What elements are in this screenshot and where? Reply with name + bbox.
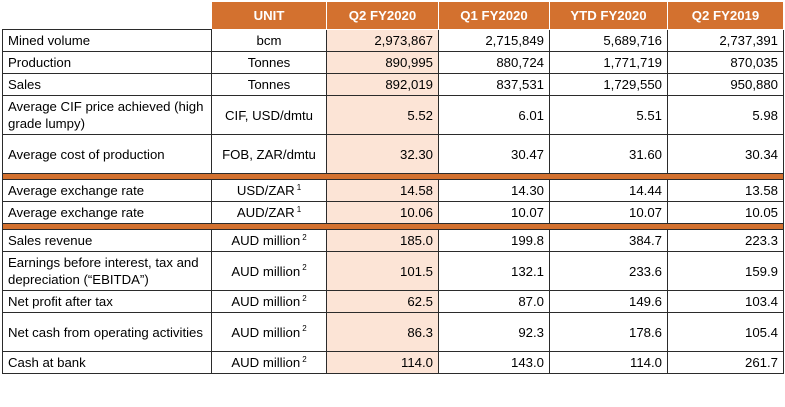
table-row: Sales revenue AUD million 2 185.0 199.8 3… [2,229,784,252]
cell-q2-fy2020: 2,973,867 [326,29,439,52]
cell-q2-fy2019: 5.98 [667,95,784,135]
header-q2-fy2020: Q2 FY2020 [326,1,439,30]
cell-q2-fy2019: 223.3 [667,229,784,252]
cell-q2-fy2020: 10.06 [326,201,439,224]
footnote-marker: 2 [302,263,307,273]
row-label: Average exchange rate [2,201,212,224]
cell-q1-fy2020: 199.8 [438,229,550,252]
header-ytd-fy2020: YTD FY2020 [549,1,668,30]
header-unit: UNIT [211,1,327,30]
row-unit: AUD million 2 [211,312,327,352]
cell-q2-fy2020: 890,995 [326,51,439,74]
table-row: Net cash from operating activities AUD m… [2,312,784,352]
cell-q1-fy2020: 6.01 [438,95,550,135]
row-unit: AUD million 2 [211,251,327,291]
cell-q2-fy2020: 114.0 [326,351,439,374]
table-row: Sales Tonnes 892,019 837,531 1,729,550 9… [2,73,784,96]
row-label: Cash at bank [2,351,212,374]
cell-ytd-fy2020: 5.51 [549,95,668,135]
cell-q2-fy2020: 892,019 [326,73,439,96]
row-unit: AUD million 2 [211,351,327,374]
header-blank [2,1,212,30]
cell-q2-fy2019: 103.4 [667,290,784,313]
row-unit: bcm [211,29,327,52]
row-unit: USD/ZAR 1 [211,179,327,202]
table-row: Average exchange rate AUD/ZAR 1 10.06 10.… [2,201,784,224]
row-unit: CIF, USD/dmtu [211,95,327,135]
cell-q2-fy2020: 185.0 [326,229,439,252]
row-label: Net profit after tax [2,290,212,313]
cell-q2-fy2019: 159.9 [667,251,784,291]
row-label: Earnings before interest, tax and deprec… [2,251,212,291]
row-unit: FOB, ZAR/dmtu [211,134,327,174]
footnote-marker: 2 [302,293,307,303]
footnote-marker: 2 [302,354,307,364]
cell-q2-fy2020: 32.30 [326,134,439,174]
row-label: Average CIF price achieved (high grade l… [2,95,212,135]
cell-q2-fy2020: 14.58 [326,179,439,202]
table-row: Average cost of production FOB, ZAR/dmtu… [2,134,784,174]
cell-ytd-fy2020: 178.6 [549,312,668,352]
cell-ytd-fy2020: 114.0 [549,351,668,374]
header-row: UNIT Q2 FY2020 Q1 FY2020 YTD FY2020 Q2 F… [2,1,784,30]
row-unit: Tonnes [211,51,327,74]
row-label: Sales revenue [2,229,212,252]
cell-q1-fy2020: 880,724 [438,51,550,74]
cell-q2-fy2020: 86.3 [326,312,439,352]
table-row: Mined volume bcm 2,973,867 2,715,849 5,6… [2,29,784,52]
footnote-marker: 1 [296,204,302,214]
cell-q1-fy2020: 30.47 [438,134,550,174]
row-label: Average exchange rate [2,179,212,202]
cell-q2-fy2019: 870,035 [667,51,784,74]
row-unit: Tonnes [211,73,327,96]
row-unit: AUD million 2 [211,290,327,313]
table-row: Average exchange rate USD/ZAR 1 14.58 14.… [2,179,784,202]
cell-q1-fy2020: 14.30 [438,179,550,202]
table-row: Average CIF price achieved (high grade l… [2,95,784,135]
row-unit: AUD/ZAR 1 [211,201,327,224]
cell-q1-fy2020: 10.07 [438,201,550,224]
cell-q2-fy2019: 13.58 [667,179,784,202]
table-row: Net profit after tax AUD million 2 62.5 8… [2,290,784,313]
footnote-marker: 2 [302,324,307,334]
row-label: Mined volume [2,29,212,52]
cell-q1-fy2020: 92.3 [438,312,550,352]
cell-q2-fy2019: 2,737,391 [667,29,784,52]
cell-ytd-fy2020: 149.6 [549,290,668,313]
cell-q2-fy2020: 5.52 [326,95,439,135]
cell-ytd-fy2020: 1,771,719 [549,51,668,74]
cell-q1-fy2020: 143.0 [438,351,550,374]
cell-q1-fy2020: 87.0 [438,290,550,313]
cell-q2-fy2019: 950,880 [667,73,784,96]
cell-ytd-fy2020: 233.6 [549,251,668,291]
header-q1-fy2020: Q1 FY2020 [438,1,550,30]
cell-ytd-fy2020: 5,689,716 [549,29,668,52]
cell-q1-fy2020: 837,531 [438,73,550,96]
results-table: UNIT Q2 FY2020 Q1 FY2020 YTD FY2020 Q2 F… [2,1,784,374]
table-row: Cash at bank AUD million 2 114.0 143.0 11… [2,351,784,374]
cell-q2-fy2019: 105.4 [667,312,784,352]
row-label: Production [2,51,212,74]
row-unit: AUD million 2 [211,229,327,252]
cell-ytd-fy2020: 1,729,550 [549,73,668,96]
footnote-marker: 2 [302,232,307,242]
cell-ytd-fy2020: 384.7 [549,229,668,252]
header-q2-fy2019: Q2 FY2019 [667,1,784,30]
table-row: Earnings before interest, tax and deprec… [2,251,784,291]
table-row: Production Tonnes 890,995 880,724 1,771,… [2,51,784,74]
cell-ytd-fy2020: 31.60 [549,134,668,174]
cell-ytd-fy2020: 10.07 [549,201,668,224]
cell-q2-fy2019: 261.7 [667,351,784,374]
row-label: Average cost of production [2,134,212,174]
row-label: Sales [2,73,212,96]
row-label: Net cash from operating activities [2,312,212,352]
cell-q2-fy2020: 101.5 [326,251,439,291]
cell-q1-fy2020: 2,715,849 [438,29,550,52]
cell-q2-fy2020: 62.5 [326,290,439,313]
cell-ytd-fy2020: 14.44 [549,179,668,202]
cell-q1-fy2020: 132.1 [438,251,550,291]
footnote-marker: 1 [296,182,302,192]
cell-q2-fy2019: 10.05 [667,201,784,224]
cell-q2-fy2019: 30.34 [667,134,784,174]
